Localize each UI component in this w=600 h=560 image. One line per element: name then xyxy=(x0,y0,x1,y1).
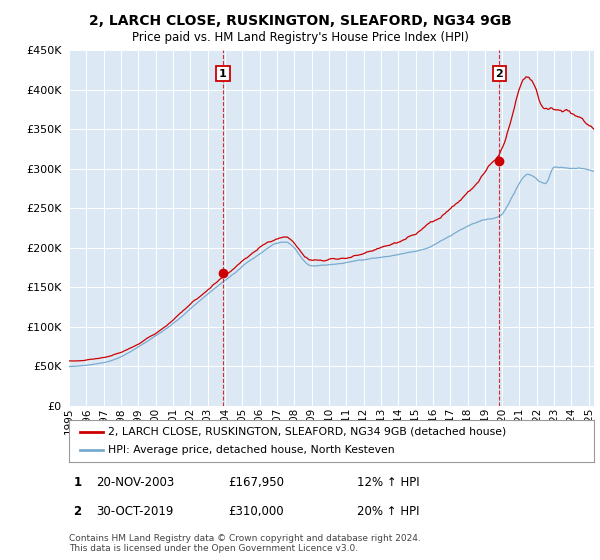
Text: 1: 1 xyxy=(73,476,82,489)
Text: 2, LARCH CLOSE, RUSKINGTON, SLEAFORD, NG34 9GB: 2, LARCH CLOSE, RUSKINGTON, SLEAFORD, NG… xyxy=(89,14,511,28)
Text: HPI: Average price, detached house, North Kesteven: HPI: Average price, detached house, Nort… xyxy=(109,445,395,455)
Text: 20-NOV-2003: 20-NOV-2003 xyxy=(96,476,174,489)
Text: 2: 2 xyxy=(496,68,503,78)
Text: £310,000: £310,000 xyxy=(228,505,284,518)
Text: 12% ↑ HPI: 12% ↑ HPI xyxy=(357,476,419,489)
Text: 2: 2 xyxy=(73,505,82,518)
Text: 20% ↑ HPI: 20% ↑ HPI xyxy=(357,505,419,518)
Text: 30-OCT-2019: 30-OCT-2019 xyxy=(96,505,173,518)
Text: 2, LARCH CLOSE, RUSKINGTON, SLEAFORD, NG34 9GB (detached house): 2, LARCH CLOSE, RUSKINGTON, SLEAFORD, NG… xyxy=(109,427,506,437)
Text: £167,950: £167,950 xyxy=(228,476,284,489)
Text: Price paid vs. HM Land Registry's House Price Index (HPI): Price paid vs. HM Land Registry's House … xyxy=(131,31,469,44)
Text: Contains HM Land Registry data © Crown copyright and database right 2024.
This d: Contains HM Land Registry data © Crown c… xyxy=(69,534,421,553)
Text: 1: 1 xyxy=(219,68,227,78)
